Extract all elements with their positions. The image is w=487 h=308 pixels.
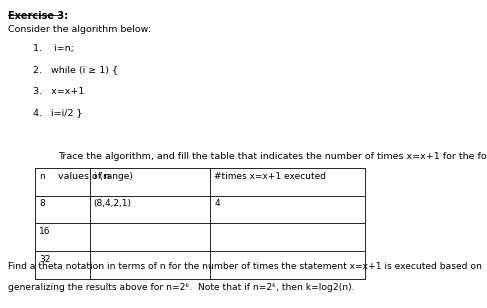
Text: n: n	[39, 172, 45, 180]
Text: 32: 32	[39, 255, 50, 264]
Text: generalizing the results above for n=2ᵏ.  Note that if n=2ᵏ, then k=log2(n).: generalizing the results above for n=2ᵏ.…	[8, 283, 354, 292]
Text: 16: 16	[39, 227, 51, 236]
Text: 2.   while (i ≥ 1) {: 2. while (i ≥ 1) {	[33, 65, 118, 74]
Text: 4: 4	[214, 199, 220, 208]
Text: Consider the algorithm below:: Consider the algorithm below:	[8, 25, 151, 34]
Text: #times x=x+1 executed: #times x=x+1 executed	[214, 172, 326, 180]
Text: Exercise 3:: Exercise 3:	[8, 11, 68, 21]
Text: Find a theta notation in terms of n for the number of times the statement x=x+1 : Find a theta notation in terms of n for …	[8, 262, 482, 271]
Text: (8,4,2,1): (8,4,2,1)	[94, 199, 131, 208]
Text: 8: 8	[39, 199, 45, 208]
Text: 1.    i=n;: 1. i=n;	[33, 44, 74, 53]
Text: Trace the algorithm, and fill the table that indicates the number of times x=x+1: Trace the algorithm, and fill the table …	[58, 152, 487, 161]
Text: values of n: values of n	[58, 172, 111, 181]
Text: 3.   x=x+1: 3. x=x+1	[33, 87, 84, 96]
Text: i (range): i (range)	[94, 172, 132, 180]
Text: 4.   i=i/2 }: 4. i=i/2 }	[33, 108, 83, 117]
